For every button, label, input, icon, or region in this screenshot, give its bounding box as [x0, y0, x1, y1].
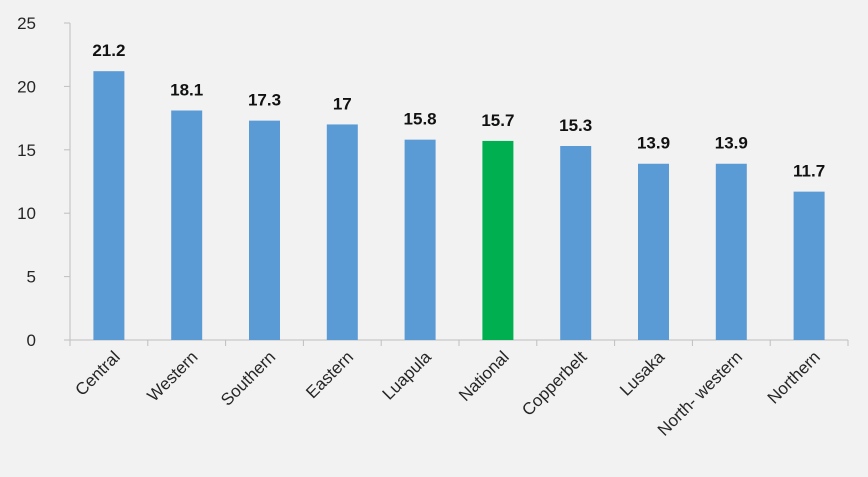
bar-north-western [715, 163, 747, 340]
bar-eastern [326, 124, 358, 340]
data-label: 18.1 [170, 80, 203, 99]
data-label: 11.7 [793, 162, 825, 181]
bar-series [93, 71, 825, 341]
y-tick-label: 5 [27, 268, 36, 287]
data-label: 17 [333, 94, 352, 113]
data-label: 21.2 [92, 41, 125, 60]
data-label: 13.9 [715, 134, 748, 153]
bar-lusaka [638, 163, 669, 340]
bar-central [93, 71, 125, 341]
data-label: 17.3 [248, 91, 281, 110]
y-tick-label: 25 [17, 14, 36, 33]
y-tick-label: 15 [17, 141, 36, 160]
bar-northern [793, 191, 825, 340]
data-labels: 21.2 18.1 17.3 17 15.8 15.7 15.3 13.9 13.9 11.7 [92, 41, 825, 180]
data-label: 13.9 [637, 134, 670, 153]
bar-national [482, 140, 514, 340]
bar-western [171, 110, 203, 340]
y-tick-label: 0 [27, 331, 36, 350]
y-axis: 0 5 10 15 20 25 [17, 14, 71, 350]
y-tick-label: 10 [17, 204, 36, 223]
data-label: 15.7 [481, 111, 514, 130]
data-label: 15.8 [404, 110, 437, 129]
bar-copperbelt [560, 145, 592, 340]
bar-luapula [404, 139, 436, 340]
bar-southern [249, 120, 280, 340]
y-tick-label: 20 [17, 77, 36, 96]
data-label: 15.3 [559, 116, 592, 135]
